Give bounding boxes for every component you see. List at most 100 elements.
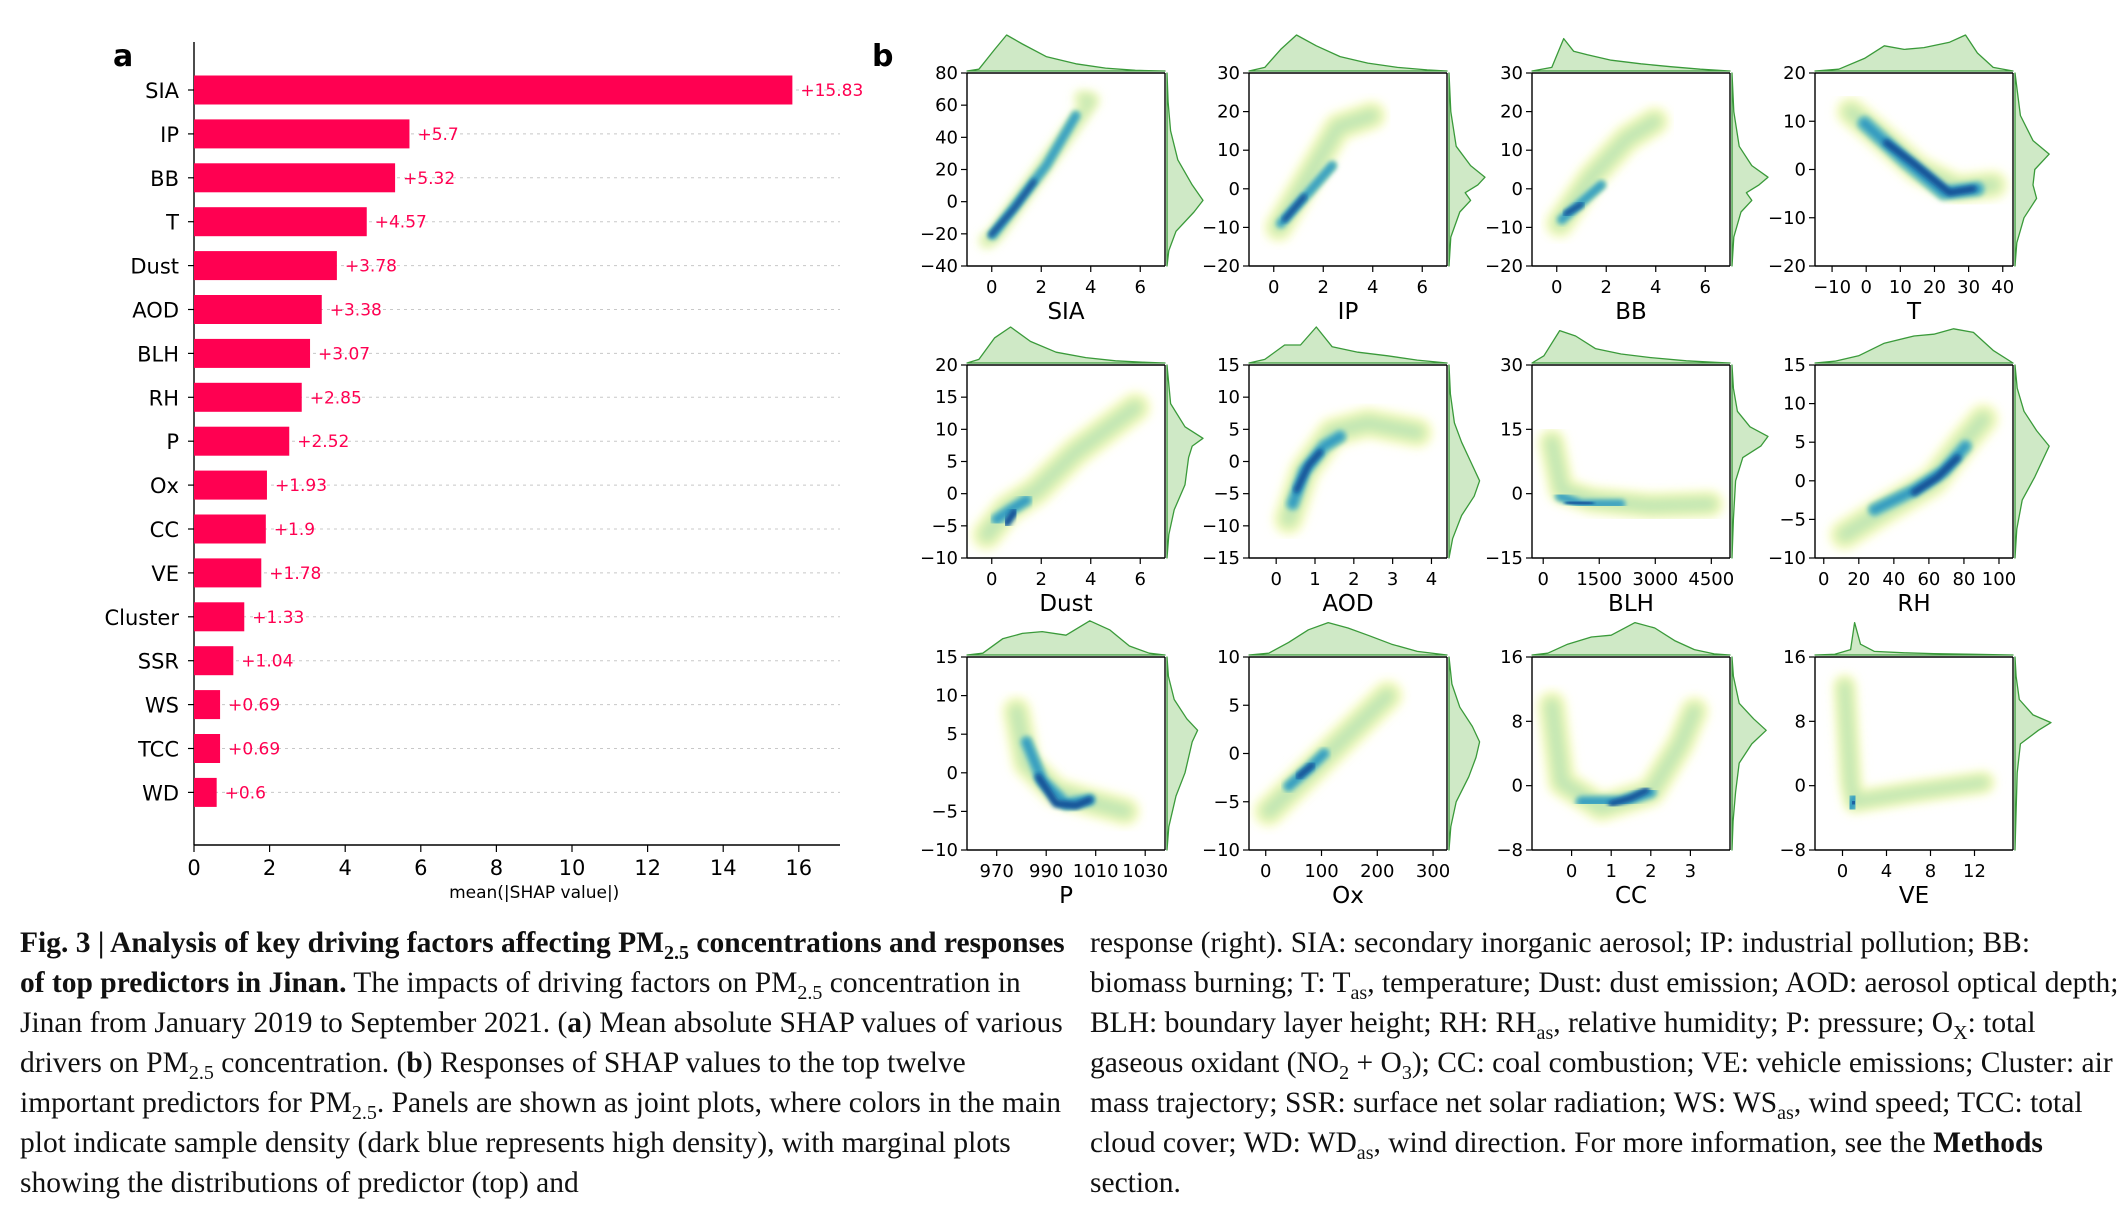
bar [194,207,367,237]
y-tick-label: 10 [1217,387,1240,408]
y-tick-label: 80 [935,63,958,84]
x-tick-label: 1 [1605,861,1616,882]
bar-value-label: +1.93 [275,476,327,496]
caption-left: Fig. 3 | Analysis of key driving factors… [20,927,1065,1199]
y-tick-label: 20 [1783,63,1806,84]
bar-value-label: +15.83 [800,81,863,101]
x-tick-label: 3000 [1632,569,1678,590]
density-band [1884,140,1976,195]
y-tick-label: 0 [947,484,958,505]
x-tick-label: 200 [1360,861,1394,882]
x-axis-title: IP [1338,299,1359,325]
x-axis-title: T [1906,299,1922,325]
top-marginal-density [1248,34,1448,72]
density-contours [1252,679,1404,828]
y-tick-label: 0 [947,192,958,213]
x-tick-label: 6 [414,856,427,880]
x-tick-label: 4 [1367,277,1378,298]
bar-value-label: +4.57 [375,213,427,233]
bar-value-label: +0.69 [228,740,280,760]
right-marginal-density [1731,364,1769,559]
bar-value-label: +0.6 [225,783,266,803]
y-tick-label: 8 [1795,711,1806,732]
category-label: SIA [145,79,180,103]
bar [194,163,396,193]
category-label: AOD [132,299,179,323]
y-tick-label: −5 [1213,484,1240,505]
x-tick-label: 1030 [1122,861,1168,882]
y-tick-label: 16 [1500,647,1523,668]
x-axis-title: AOD [1322,591,1373,617]
y-tick-label: 15 [1500,419,1523,440]
right-marginal-density [2014,72,2050,267]
y-tick-label: 20 [1217,102,1240,123]
y-tick-label: 5 [1795,432,1806,453]
x-tick-label: 0 [187,856,200,880]
x-tick-label: 0 [1260,861,1271,882]
bar [194,558,262,588]
density-contours [1828,403,2000,551]
density-band [994,497,1029,522]
y-tick-label: 0 [1512,776,1523,797]
x-tick-label: 1 [1309,569,1320,590]
x-tick-label: 40 [1991,277,2014,298]
x-tick-label: 4 [1650,277,1661,298]
figure-title: Fig. 3 | Analysis of key driving factors… [20,927,1065,999]
category-label: SSR [138,650,179,674]
y-tick-label: −40 [920,256,958,277]
x-tick-label: 3 [1685,861,1696,882]
y-tick-label: −15 [1485,548,1523,569]
category-label: BB [150,167,179,191]
density-band [1294,450,1323,493]
x-tick-label: 2 [1645,861,1656,882]
y-tick-label: 15 [1217,355,1240,376]
x-tick-label: 4 [1085,277,1096,298]
y-tick-label: 10 [935,686,958,707]
joint-plot-RH: 0 20 40 60 80 100 −10 −5 0 5 10 15 RH [1768,328,2050,617]
joint-plot-BLH: 0 1500 3000 4500 −15 0 15 30 BLH [1485,329,1769,617]
top-marginal-density [1531,621,1731,656]
figure-3: a SIA +15.83 IP +5.7 BB +5.32 T +4.57 Dust +3.78 A… [104,34,2052,909]
y-tick-label: 20 [1500,102,1523,123]
right-marginal-density [1448,656,1481,851]
y-tick-label: 0 [1795,471,1806,492]
y-tick-label: 30 [1500,355,1523,376]
density-band [1609,788,1649,806]
x-tick-label: 0 [1837,861,1848,882]
y-tick-label: −10 [920,840,958,861]
bar [194,75,793,105]
y-tick-label: −10 [1202,217,1240,238]
y-tick-label: 30 [1217,63,1240,84]
y-tick-label: 0 [1229,452,1240,473]
caption-right: response (right). SIA: secondary inorgan… [1090,927,2119,1199]
top-marginal-density [966,34,1166,72]
density-contours [1001,696,1141,827]
bar [194,777,217,807]
right-marginal-density [2014,364,2050,559]
x-tick-label: 990 [1029,861,1063,882]
x-tick-label: 16 [785,856,812,880]
x-tick-label: 0 [1860,277,1871,298]
y-tick-label: 0 [1512,484,1523,505]
bar-value-label: +0.69 [228,696,280,716]
category-label: T [165,211,179,235]
x-axis-title: VE [1899,883,1929,909]
x-tick-label: 0 [986,569,997,590]
x-tick-label: 20 [1847,569,1870,590]
x-tick-label: 0 [1270,569,1281,590]
x-tick-label: 6 [1135,569,1146,590]
category-label: VE [151,562,179,586]
bar-value-label: +3.78 [345,257,397,277]
x-tick-label: 0 [1268,277,1279,298]
density-band [989,179,1036,237]
right-marginal-density [1448,364,1481,559]
bar-value-label: +2.85 [310,388,362,408]
y-tick-label: 5 [947,452,958,473]
x-tick-label: 2 [1601,277,1612,298]
y-tick-label: −5 [931,516,958,537]
bar [194,690,221,720]
x-tick-label: 4 [1426,569,1437,590]
right-marginal-density [1448,72,1486,267]
x-axis-title: SIA [1047,299,1084,325]
x-tick-label: 6 [1700,277,1711,298]
